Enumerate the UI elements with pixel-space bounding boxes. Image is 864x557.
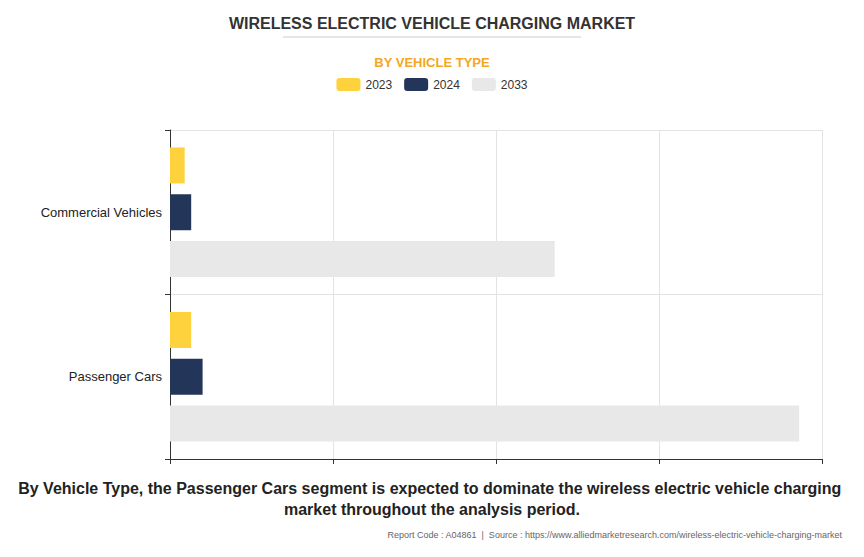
svg-text:Passenger Cars: Passenger Cars: [69, 369, 163, 384]
svg-text:2023: 2023: [365, 78, 392, 92]
svg-text:market throughout the analysis: market throughout the analysis period.: [284, 501, 580, 518]
svg-text:WIRELESS ELECTRIC VEHICLE CHAR: WIRELESS ELECTRIC VEHICLE CHARGING MARKE…: [229, 15, 635, 32]
svg-text:2033: 2033: [501, 78, 528, 92]
svg-text:Commercial Vehicles: Commercial Vehicles: [41, 205, 163, 220]
svg-text:By Vehicle Type, the Passenger: By Vehicle Type, the Passenger Cars segm…: [18, 480, 846, 497]
svg-text:2024: 2024: [433, 78, 460, 92]
svg-text:BY VEHICLE TYPE: BY VEHICLE TYPE: [374, 55, 490, 70]
svg-text:Report Code : A04861 | Sourc: Report Code : A04861 | Source : https://…: [387, 530, 842, 540]
